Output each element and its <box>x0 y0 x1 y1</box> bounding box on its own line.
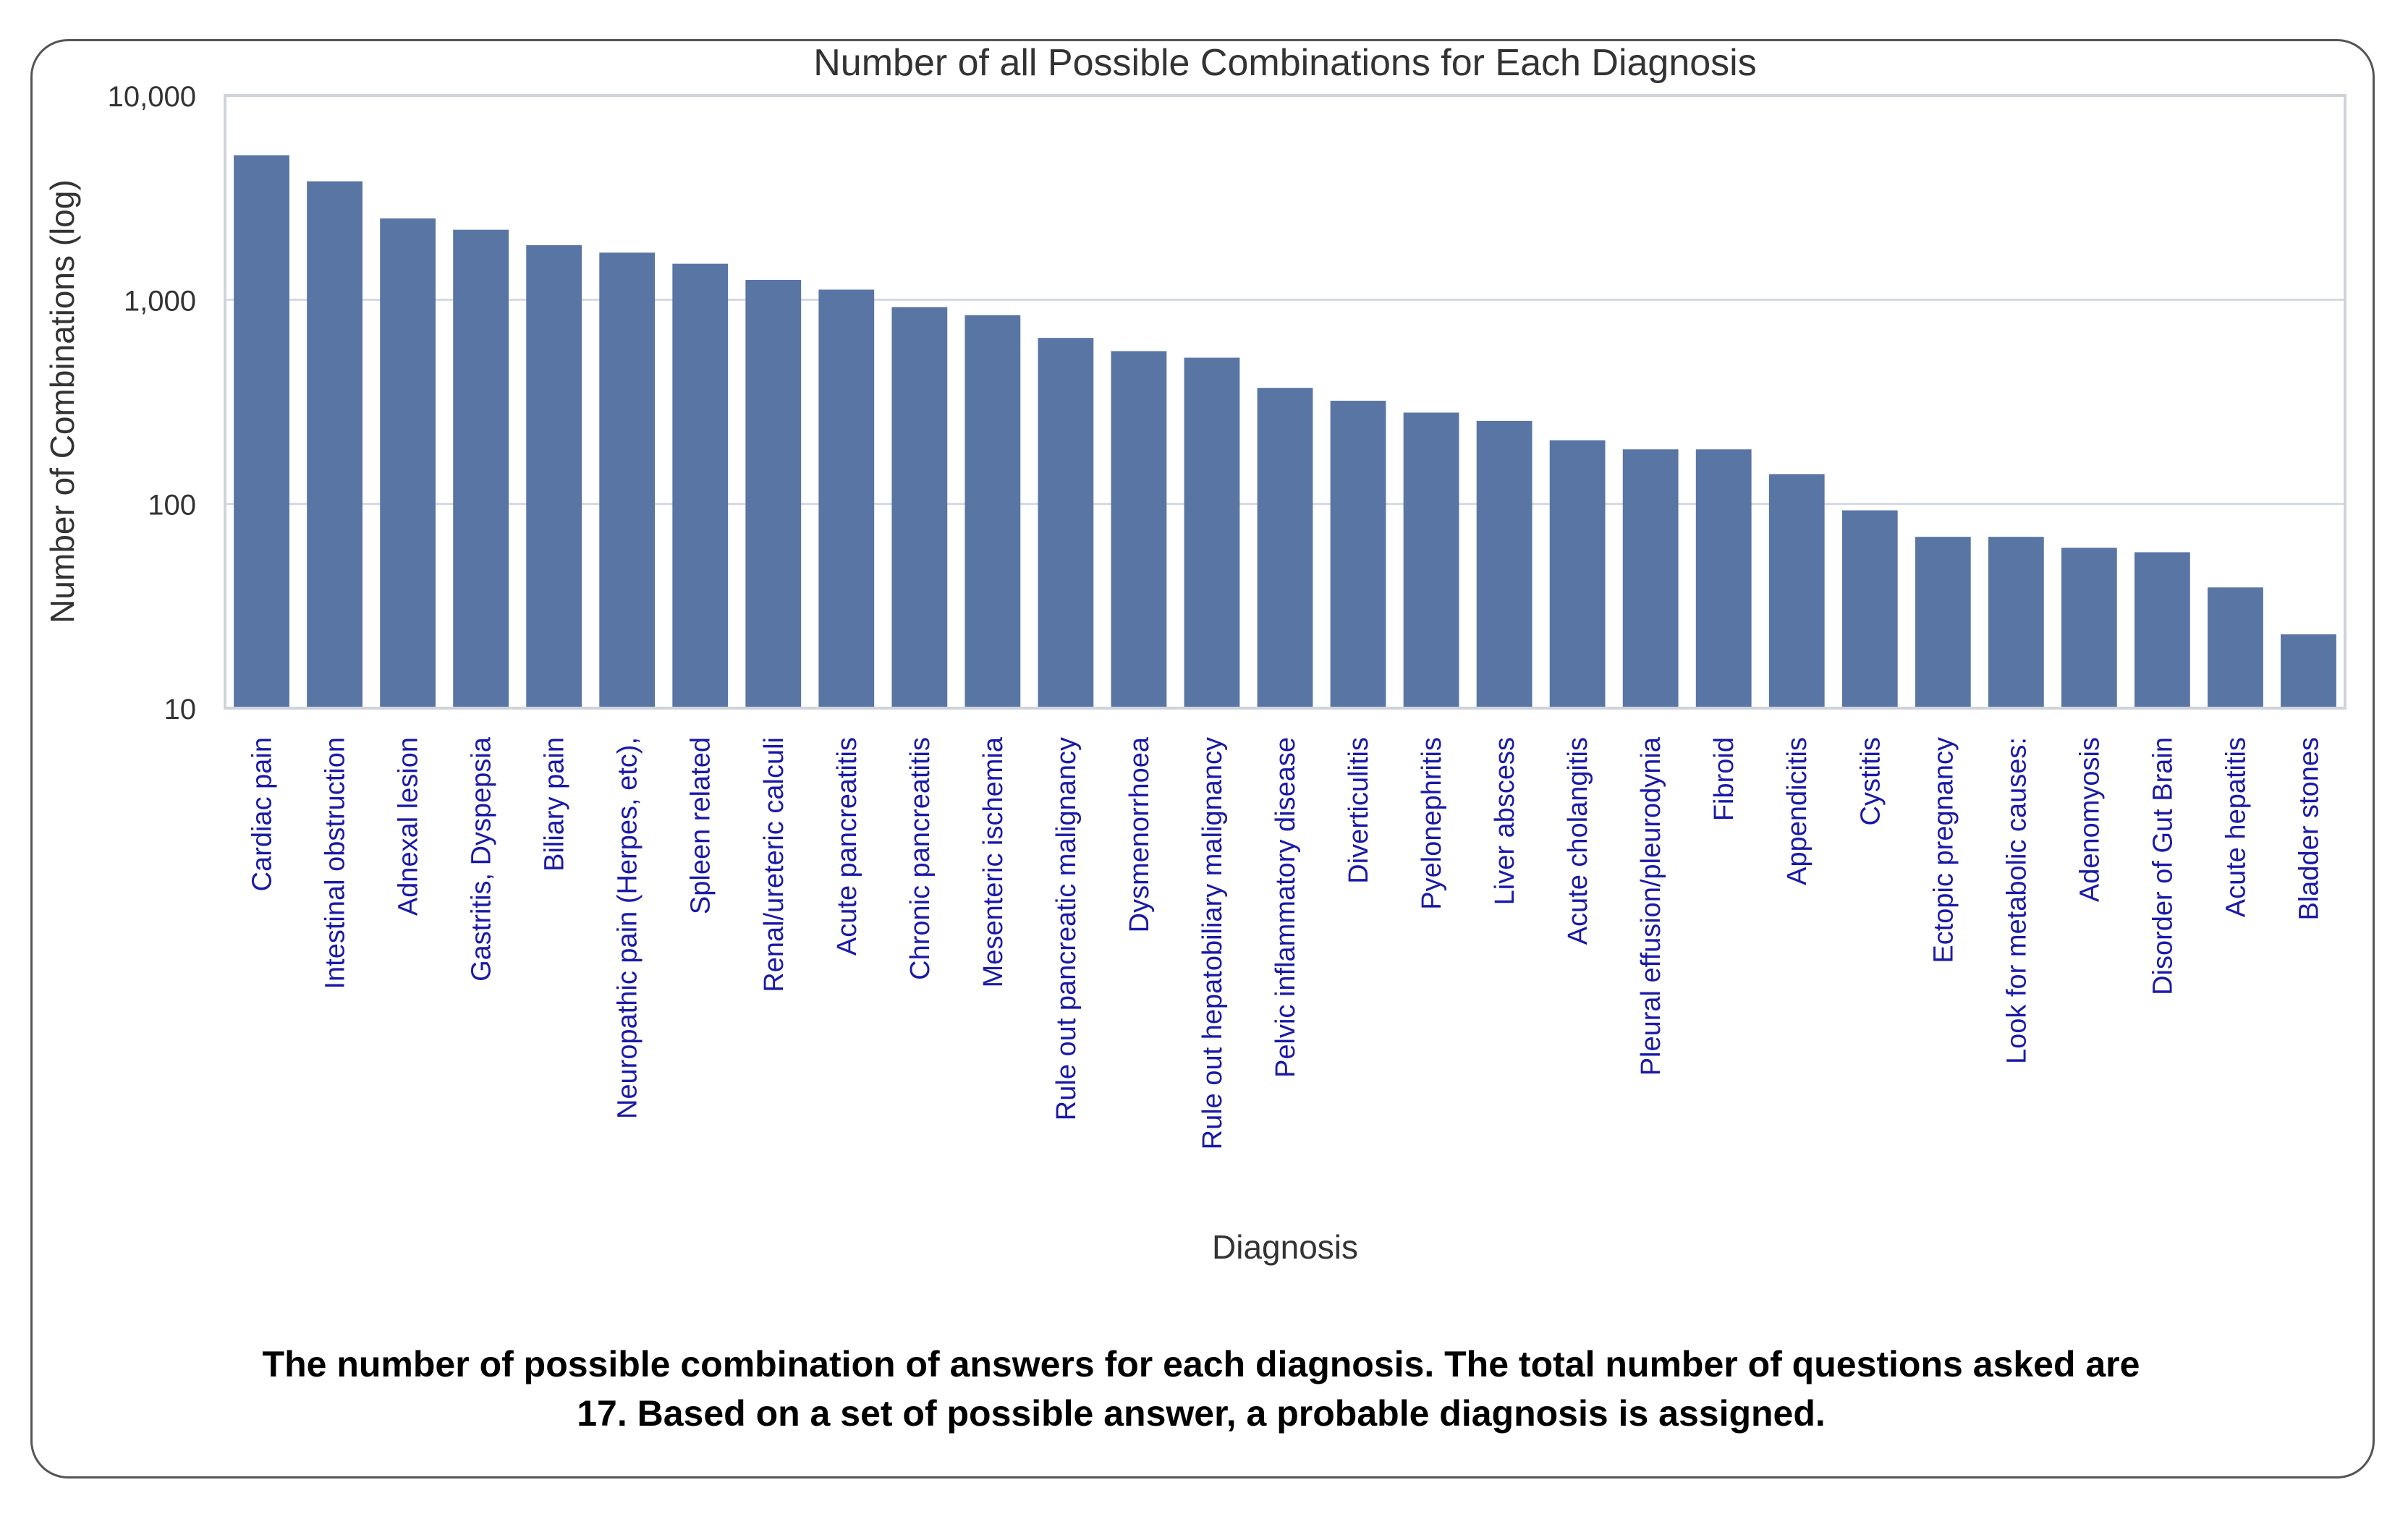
bar <box>1184 357 1240 708</box>
chart-title: Number of all Possible Combinations for … <box>813 42 1757 84</box>
x-tick-label: Look for metabolic causes: <box>2001 737 2032 1064</box>
bar <box>1111 351 1167 708</box>
figure-caption: The number of possible combination of an… <box>116 1340 2286 1438</box>
bars <box>234 155 2336 709</box>
x-tick-label: Intestinal obstruction <box>321 737 351 990</box>
y-tick-labels: 10 100 1,000 10,000 <box>108 81 196 726</box>
x-tick-label: Renal/ureteric calculi <box>759 737 789 992</box>
x-tick-label: Acute cholangitis <box>1563 737 1593 945</box>
bar <box>891 307 948 708</box>
x-tick-label: Biliary pain <box>540 737 570 872</box>
x-tick-label: Pleural effusion/pleurodynia <box>1636 736 1666 1076</box>
x-tick-labels: Cardiac pain Intestinal obstruction Adnexa… <box>247 736 2325 1149</box>
x-axis-label: Diagnosis <box>1212 1228 1358 1266</box>
x-tick-label: Pyelonephritis <box>1417 737 1447 910</box>
bar <box>1549 440 1606 708</box>
x-tick-label: Cardiac pain <box>247 737 278 891</box>
caption-line-1: The number of possible combination of an… <box>262 1344 2140 1384</box>
x-tick-label: Bladder stones <box>2294 737 2324 921</box>
bar <box>1257 388 1313 708</box>
bar <box>234 155 289 708</box>
bar <box>453 229 509 708</box>
x-tick-label: Rule out hepatobiliary malignancy <box>1197 737 1228 1149</box>
x-tick-label: Gastritis, Dyspepsia <box>467 736 497 982</box>
x-tick-label: Mesenteric ischemia <box>978 736 1009 987</box>
x-tick-label: Acute hepatitis <box>2221 737 2251 917</box>
bar <box>2208 587 2263 708</box>
bar <box>380 218 436 709</box>
x-tick-label: Neuropathic pain (Herpes, etc), <box>613 737 643 1119</box>
y-axis-label: Number of Combinations (log) <box>43 179 81 624</box>
x-tick-label: Rule out pancreatic malignancy <box>1051 737 1082 1120</box>
x-tick-label: Chronic pancreatitis <box>905 737 936 980</box>
bar <box>1768 474 1825 708</box>
bar <box>1695 449 1752 708</box>
x-tick-label: Appendicitis <box>1782 737 1813 885</box>
bar <box>965 315 1021 709</box>
bar <box>1988 537 2044 708</box>
bar <box>526 244 582 708</box>
bar <box>2281 634 2336 708</box>
bar <box>307 181 363 708</box>
bar <box>1841 510 1898 708</box>
x-tick-label: Fibroid <box>1709 737 1739 821</box>
x-tick-label: Liver abscess <box>1490 737 1520 905</box>
x-tick-label: Adnexal lesion <box>394 737 424 916</box>
x-tick-label: Spleen related <box>686 737 716 914</box>
bar <box>818 289 875 708</box>
x-tick-label: Diverticulitis <box>1344 737 1374 884</box>
bar <box>1330 401 1386 708</box>
bar <box>672 263 729 708</box>
y-tick-label: 100 <box>148 490 196 522</box>
bar <box>1038 338 1094 708</box>
bar <box>599 252 656 709</box>
x-tick-label: Dysmenorrhoea <box>1124 736 1155 932</box>
y-tick-label: 1,000 <box>124 285 196 317</box>
x-tick-label: Disorder of Gut Brain <box>2148 737 2178 995</box>
bar <box>2061 548 2117 708</box>
bar <box>1622 449 1679 708</box>
x-tick-label: Pelvic inflammatory disease <box>1271 737 1301 1078</box>
bar <box>745 279 802 708</box>
bar <box>1403 412 1459 708</box>
bar <box>2134 552 2190 708</box>
plot-frame <box>224 94 2346 710</box>
bar <box>1476 420 1532 708</box>
y-tick-label: 10 <box>164 694 197 726</box>
y-tick-label: 10,000 <box>108 81 196 113</box>
x-tick-label: Cystitis <box>1855 737 1886 825</box>
x-tick-label: Adenomyosis <box>2074 737 2105 902</box>
caption-line-2: 17. Based on a set of possible answer, a… <box>577 1393 1826 1434</box>
x-tick-label: Acute pancreatitis <box>832 737 862 956</box>
bar <box>1915 537 1971 708</box>
x-tick-label: Ectopic pregnancy <box>1928 737 1959 963</box>
